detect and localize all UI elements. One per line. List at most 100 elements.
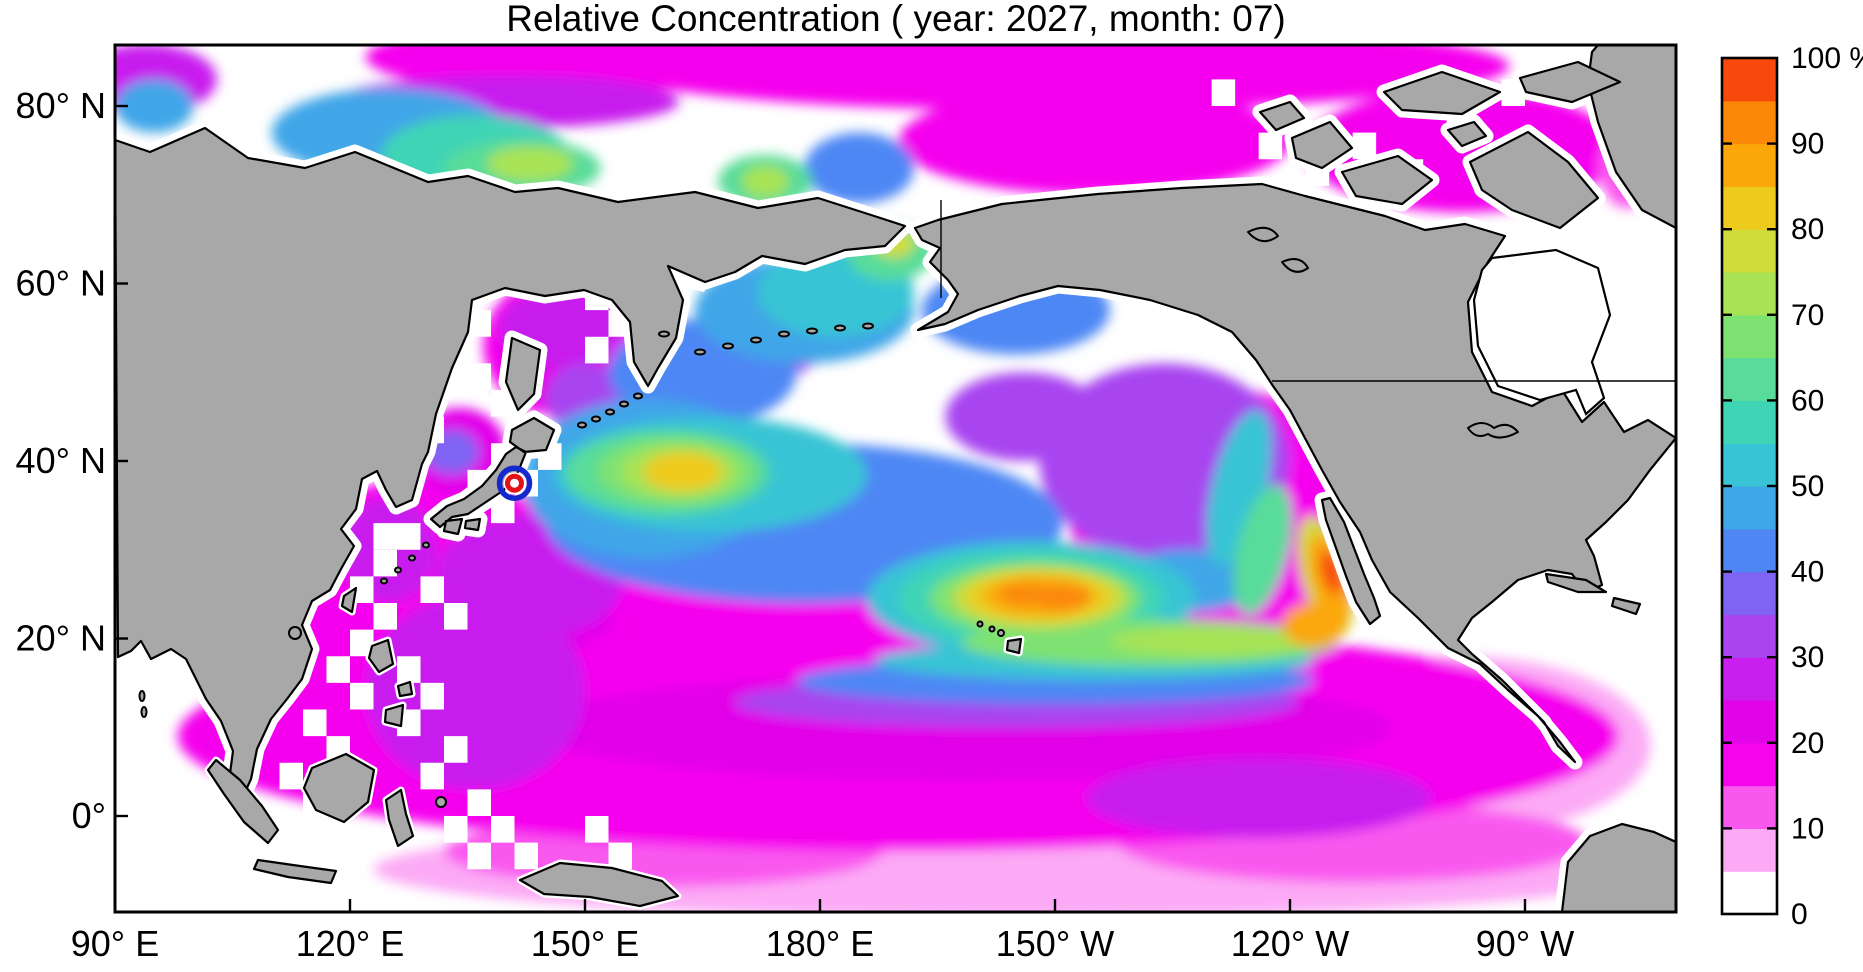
lakes: [1247, 226, 1519, 439]
longitude-tick-label: 90° W: [1476, 923, 1574, 964]
hawaii-islet: [988, 625, 996, 633]
map-frame: [113, 43, 1678, 914]
no-data-cell: [608, 842, 632, 870]
concentration-region: [898, 88, 1290, 195]
latitude-tick-label: 20° N: [16, 618, 106, 659]
hainan-island: [288, 626, 302, 640]
ryukyu-island: [408, 554, 416, 562]
no-data-cell: [373, 549, 397, 577]
colorbar-tick-label: 10: [1791, 812, 1824, 845]
colorbar-band: [1722, 229, 1777, 273]
hawaii-islet: [976, 620, 984, 628]
no-data-cell: [326, 656, 350, 683]
colorbar: 100 % 90 80 70 60 50 40 30 20 10 0: [1720, 42, 1863, 931]
colorbar-band: [1722, 143, 1777, 187]
no-data-cell: [373, 603, 397, 630]
map-plot-area: [115, 45, 1676, 912]
release-site-marker: [496, 465, 533, 501]
colorbar-tick-label: 90: [1791, 128, 1824, 161]
colorbar-tick-label: 60: [1791, 384, 1824, 417]
colorbar-tick-label: 40: [1791, 556, 1824, 589]
hudson-bay: [1472, 248, 1612, 416]
colorbar-band: [1722, 314, 1777, 359]
kuril-island: [577, 421, 587, 429]
colorbar-band: [1722, 186, 1777, 230]
kuril-island: [591, 415, 601, 423]
aleutian-island: [722, 342, 734, 350]
no-data-cell: [514, 842, 538, 870]
no-data-cell: [585, 816, 609, 843]
kuril-island: [633, 392, 643, 400]
no-data-cell: [420, 576, 444, 603]
colorbar-band: [1722, 272, 1777, 316]
no-data-cell: [373, 523, 397, 550]
political-borders: [940, 200, 1676, 382]
colorbar-band: [1722, 100, 1777, 145]
no-data-cell: [279, 762, 303, 790]
no-data-cell: [491, 816, 515, 843]
longitude-tick-label: 90° E: [71, 923, 159, 964]
concentration-region: [741, 165, 789, 198]
no-data-cell: [397, 523, 421, 550]
latitude-tick-label: 0°: [72, 795, 106, 836]
no-data-cell: [467, 363, 491, 390]
concentration-region: [1000, 583, 1048, 605]
colorbar-band: [1722, 871, 1777, 915]
colorbar-tick-label: 0: [1791, 898, 1808, 931]
kuril-island: [619, 400, 629, 408]
ryukyu-island: [422, 541, 430, 549]
colorbar-band: [1722, 400, 1777, 444]
aleutian-island: [834, 324, 846, 332]
plot-title: Relative Concentration ( year: 2027, mon…: [506, 0, 1285, 39]
no-data-cell: [420, 682, 444, 710]
aleutian-island: [658, 330, 670, 338]
no-data-cell: [467, 842, 491, 870]
colorbar-band: [1722, 357, 1777, 401]
concentration-region: [945, 372, 1102, 461]
latitude-tick-label: 60° N: [16, 263, 106, 304]
no-data-cell: [444, 816, 468, 843]
longitude-tick-label: 120° E: [296, 923, 404, 964]
marker-outer-ring: [496, 465, 533, 501]
no-data-cell: [350, 682, 374, 710]
colorbar-band: [1722, 700, 1777, 744]
ryukyu-island: [380, 577, 388, 585]
aleutian-island: [750, 336, 762, 344]
concentration-region: [600, 45, 1510, 111]
longitude-axis: 90° E 120° E 150° E 180° E 150° W 120° W 90° W: [71, 899, 1574, 964]
colorbar-tick-label: 20: [1791, 727, 1824, 760]
colorbar-tick-label: 70: [1791, 299, 1824, 332]
no-data-cell: [444, 736, 468, 763]
concentration-region: [1035, 585, 1091, 611]
aleutian-island: [778, 330, 790, 338]
longitude-tick-label: 120° W: [1231, 923, 1349, 964]
no-data-cell: [420, 762, 444, 790]
landmass-hawaii: [1005, 637, 1023, 655]
no-data-cell: [467, 789, 491, 816]
andaman-island: [140, 706, 148, 718]
halmahera-island: [435, 796, 447, 808]
colorbar-tick-label: 100 %: [1791, 42, 1863, 75]
concentration-region: [643, 452, 723, 492]
longitude-tick-label: 180° E: [766, 923, 874, 964]
colorbar-band: [1722, 486, 1777, 530]
longitude-tick-label: 150° W: [996, 923, 1114, 964]
concentration-region: [115, 79, 194, 133]
marker-inner-ring: [505, 473, 524, 493]
colorbar-band: [1722, 657, 1777, 701]
longitude-tick-label: 150° E: [531, 923, 639, 964]
colorbar-band: [1722, 58, 1777, 102]
island-chains: [138, 322, 1005, 808]
colorbar-band: [1722, 443, 1777, 487]
colorbar-band: [1722, 785, 1777, 829]
no-data-cell: [1352, 132, 1377, 160]
colorbar-band: [1722, 742, 1777, 787]
concentration-region: [487, 145, 574, 182]
aleutian-island: [862, 322, 874, 330]
no-data-cell: [585, 336, 609, 364]
aleutian-island: [694, 348, 706, 356]
latitude-axis: 80° N 60° N 40° N 20° N 0°: [16, 85, 128, 836]
aleutian-island: [806, 327, 818, 335]
